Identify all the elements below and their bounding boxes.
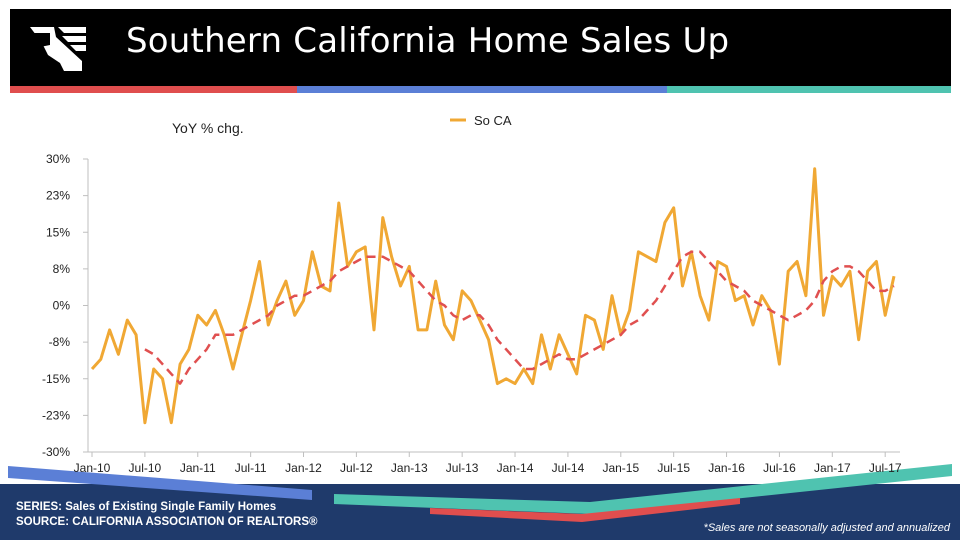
- accent-stripe-blue: [297, 86, 667, 93]
- series-layer: [90, 167, 896, 425]
- y-tick-label: 23%: [46, 189, 70, 203]
- x-axis: Jan-10 Jul-10 Jan-11 Jul-11 Jan-12 Jul-12 Jan-…: [74, 452, 902, 475]
- legend: So CA: [450, 113, 512, 128]
- y-tick-label: -8%: [49, 335, 71, 349]
- x-tick-label: Jul-17: [869, 461, 902, 475]
- x-tick-label: Jul-14: [552, 461, 585, 475]
- x-tick-label: Jul-13: [446, 461, 479, 475]
- x-tick-label: Jan-10: [74, 461, 111, 475]
- x-tick-label: Jan-14: [497, 461, 534, 475]
- x-tick-label: Jul-15: [657, 461, 690, 475]
- series-caption: SERIES: Sales of Existing Single Family …: [16, 501, 277, 513]
- y-axis-title: YoY % chg.: [172, 120, 244, 136]
- footer-wave-red: [430, 498, 740, 522]
- x-tick-label: Jan-15: [602, 461, 639, 475]
- x-tick-label: Jan-13: [391, 461, 428, 475]
- accent-stripe-red: [10, 86, 297, 93]
- y-tick-label: 30%: [46, 152, 70, 166]
- source-caption: SOURCE: CALIFORNIA ASSOCIATION OF REALTO…: [16, 516, 318, 528]
- y-tick-label: 15%: [46, 225, 70, 239]
- footer-wave-teal: [334, 464, 952, 514]
- california-logo-icon: [30, 27, 86, 71]
- y-tick-label: -15%: [42, 372, 70, 386]
- accent-stripe-teal: [667, 86, 951, 93]
- x-tick-label: Jul-10: [129, 461, 162, 475]
- x-tick-label: Jan-11: [180, 461, 216, 475]
- y-tick-label: -30%: [42, 445, 70, 459]
- legend-label-so-ca: So CA: [474, 113, 512, 128]
- x-tick-label: Jul-16: [763, 461, 796, 475]
- y-tick-label: 0%: [53, 299, 71, 313]
- x-tick-label: Jan-17: [814, 461, 851, 475]
- footnote: *Sales are not seasonally adjusted and a…: [703, 522, 950, 534]
- page-title: Southern California Home Sales Up: [126, 21, 730, 61]
- x-tick-label: Jul-11: [235, 461, 267, 475]
- series-line-so-ca: [90, 167, 896, 425]
- trend-line: [144, 250, 895, 385]
- x-tick-label: Jul-12: [340, 461, 373, 475]
- title-bar: Southern California Home Sales Up: [10, 9, 951, 86]
- x-tick-label: Jan-12: [285, 461, 322, 475]
- x-tick-label: Jan-16: [708, 461, 745, 475]
- y-tick-label: -23%: [42, 408, 70, 422]
- footer-wave-blue: [8, 466, 312, 500]
- y-axis: 30% 23% 15% 8% 0% -8% -15% -23% -30%: [42, 152, 88, 459]
- y-tick-label: 8%: [53, 262, 71, 276]
